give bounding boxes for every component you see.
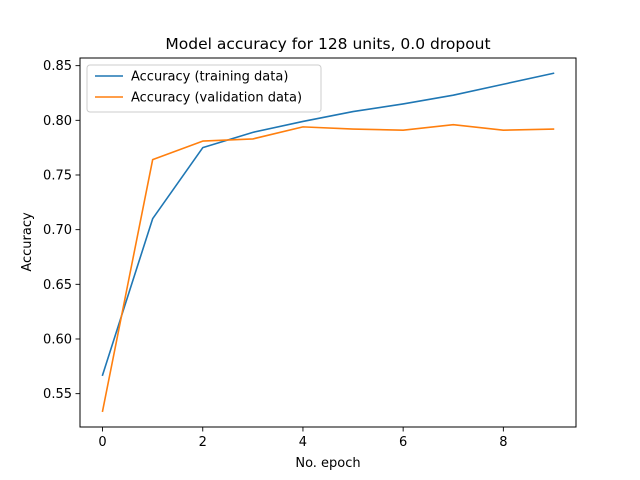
series-line-training [101,72,555,377]
series-line-validation [101,123,555,413]
y-axis: 0.55 0.60 0.65 0.70 0.75 0.80 0.85 [43,59,80,402]
legend-label-training: Accuracy (training data) [131,70,288,85]
x-axis-label: No. epoch [295,456,360,471]
x-tick-label: 8 [499,435,507,450]
y-tick-label: 0.55 [43,387,72,402]
x-tick-label: 0 [98,435,106,450]
x-tick-label: 6 [399,435,407,450]
y-axis-label: Accuracy [20,212,35,272]
legend-label-validation: Accuracy (validation data) [131,91,302,106]
y-tick-label: 0.60 [43,332,72,347]
y-tick-label: 0.75 [43,168,72,183]
legend: Accuracy (training data) Accuracy (valid… [86,64,322,113]
legend-box [86,64,322,113]
chart-title: Model accuracy for 128 units, 0.0 dropou… [165,35,490,53]
y-tick-label: 0.65 [43,278,72,293]
y-tick-label: 0.85 [43,59,72,74]
x-tick-label: 4 [299,435,307,450]
y-tick-label: 0.80 [43,114,72,129]
plot-frame [79,57,577,428]
y-tick-label: 0.70 [43,223,72,238]
x-tick-label: 2 [199,435,207,450]
series-layer [101,72,555,413]
x-axis: 0 2 4 6 8 [98,427,507,450]
